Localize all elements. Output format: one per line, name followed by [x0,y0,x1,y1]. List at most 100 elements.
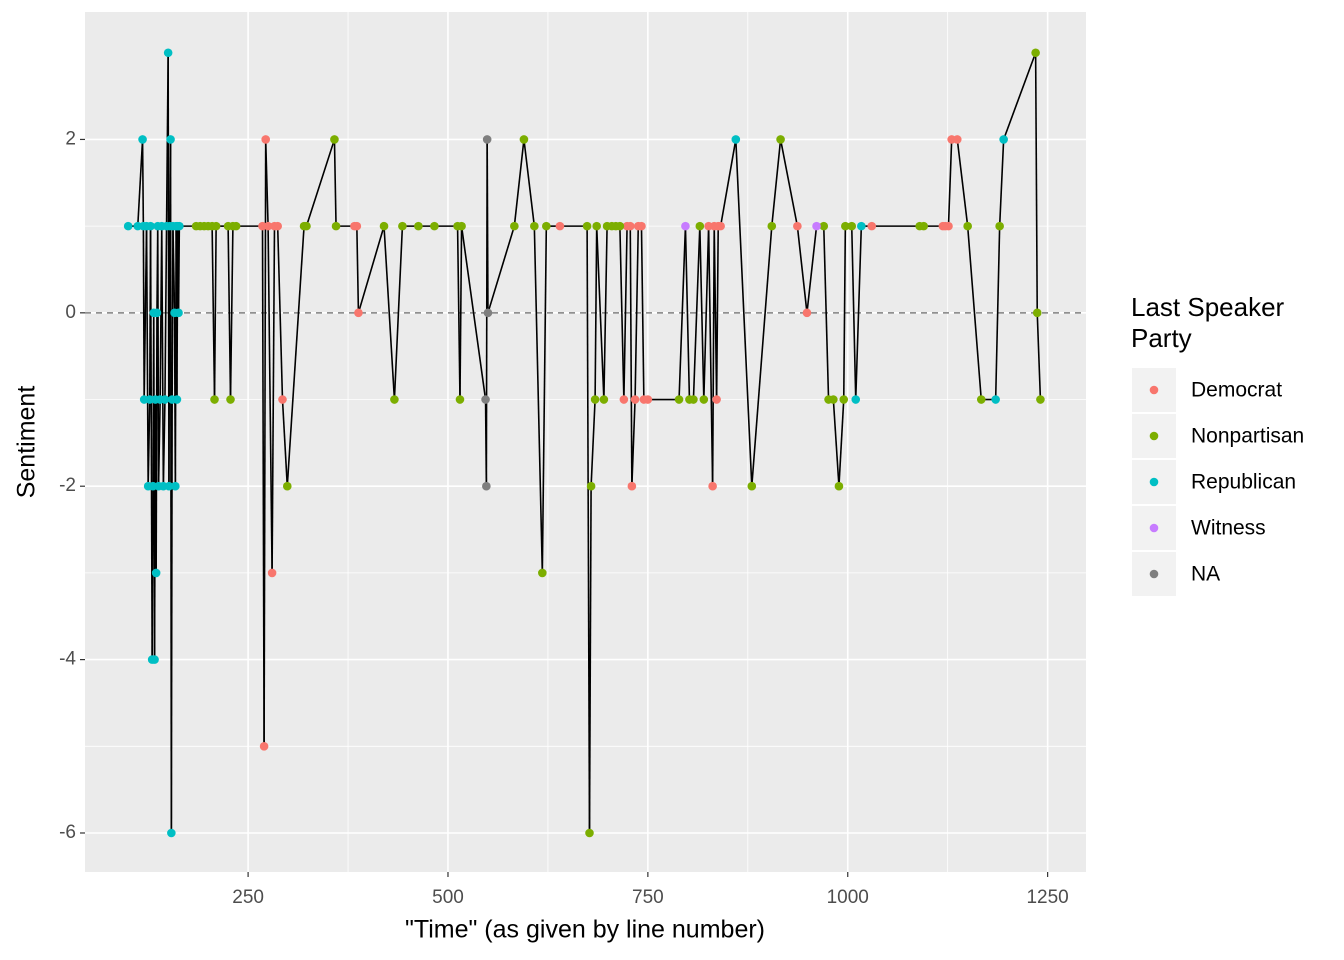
line-segment [994,226,1001,400]
line-segment [629,226,633,487]
point [847,221,857,231]
line-segment [155,312,158,573]
x-tick-label: 750 [632,887,664,908]
point [211,221,221,231]
y-tick-label: 0 [65,302,76,323]
panel [85,12,1086,872]
point [282,481,292,491]
point [867,221,877,231]
point [829,395,838,404]
point [430,221,439,231]
point [538,568,547,578]
point [455,395,465,404]
point [352,221,362,231]
line-segment [164,226,168,400]
point [627,481,637,491]
line-segment [168,226,171,487]
point [163,48,173,58]
line-segment [678,226,687,400]
y-axis-title: Sentiment [13,386,41,499]
x-tick-label: 1000 [827,887,869,908]
point [834,481,844,491]
point [582,221,592,231]
point [599,395,609,404]
point [767,221,777,231]
line-segment [141,139,145,227]
point [231,221,241,231]
line-segment [459,226,463,400]
point [261,135,270,144]
line-segment [832,399,840,487]
point [585,828,594,838]
point [839,395,849,404]
line-segment [707,226,714,487]
line-segment [796,226,808,313]
line-segment [486,139,489,313]
point [273,221,282,231]
point [857,221,866,231]
legend-label: NA [1191,563,1220,586]
point [812,221,821,231]
point [519,135,529,144]
line-segment [177,226,181,313]
line-segment [751,226,773,487]
point [712,395,721,404]
line-segment [281,399,289,487]
line-segment [172,226,176,313]
point [1036,395,1045,404]
point [146,221,155,231]
line-segment [684,226,691,400]
line-segment [699,226,705,400]
line-segment [383,226,396,400]
line-segment [229,226,234,400]
point [175,221,184,231]
line-segment [603,226,608,400]
line-segment [719,139,737,227]
point [689,395,698,404]
line-segment [588,486,592,833]
line-segment [956,139,969,227]
y-tick-label: -4 [59,649,76,670]
point [530,221,539,231]
point [152,308,162,318]
point [1032,308,1042,318]
point [819,221,829,231]
point [160,395,170,404]
point [716,221,725,231]
line-segment [333,139,337,227]
point [615,221,625,231]
point [674,395,684,404]
line-segment [460,226,487,400]
point [226,395,235,404]
line-segment [842,226,847,400]
line-segment [145,226,149,487]
point [999,135,1008,144]
point [590,395,600,404]
point [259,741,269,751]
point [390,395,399,404]
line-segment [619,226,625,400]
point [330,135,339,144]
line-segment [276,226,284,400]
legend-label: Republican [1191,471,1296,494]
point [481,395,490,404]
line-segment [998,139,1005,227]
point [991,395,1000,404]
line-segment [263,139,267,747]
point [695,221,705,231]
y-tick-label: 2 [65,128,76,149]
point [625,221,635,231]
line-segment [595,226,605,400]
point [267,568,277,578]
line-segment [850,226,857,400]
point [263,221,273,231]
point [331,221,341,231]
line-segment [586,226,591,833]
point [555,221,565,231]
line-segment [305,139,336,227]
legend-marker [1149,477,1159,487]
line-segment [136,139,144,227]
line-segment [1002,52,1037,140]
line-segment [1034,52,1039,313]
line-segment [634,226,640,400]
